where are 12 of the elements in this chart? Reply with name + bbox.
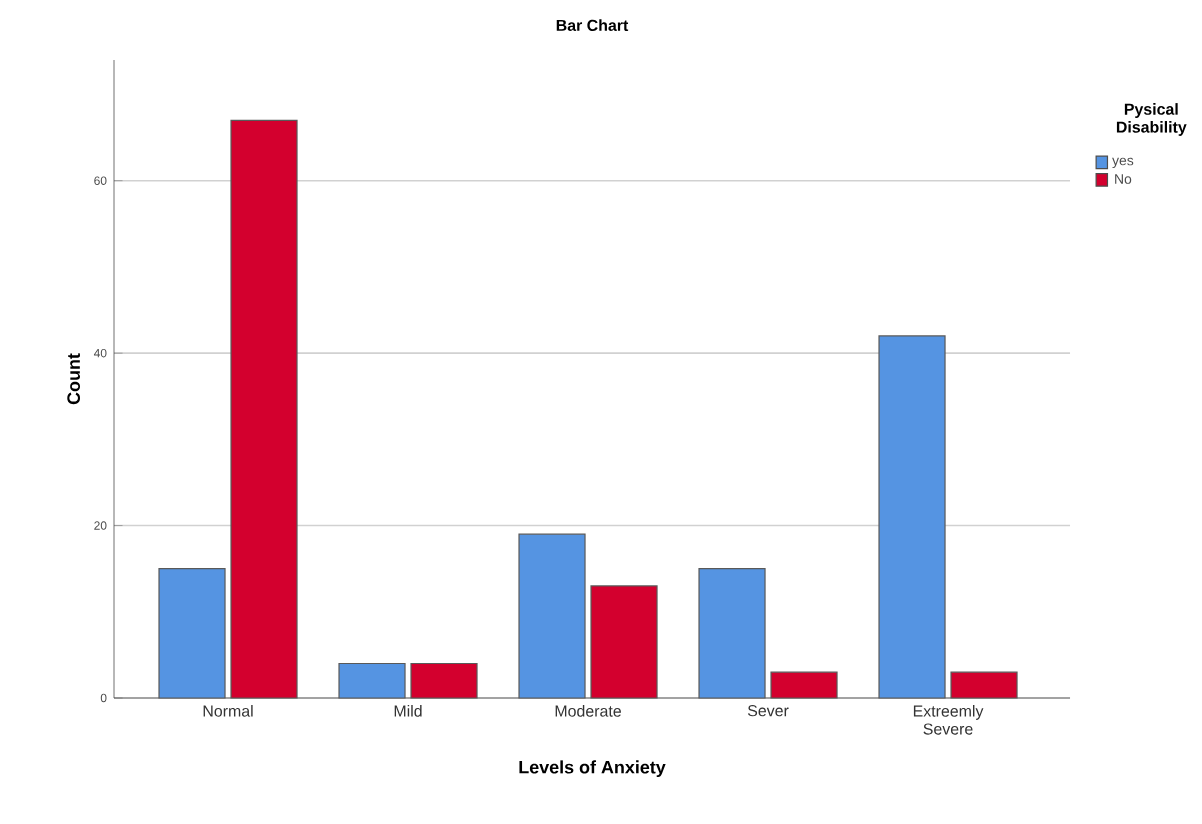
bar — [338, 662, 406, 699]
bar — [158, 568, 226, 699]
bar — [230, 119, 298, 699]
bar — [878, 335, 946, 699]
bar — [590, 585, 658, 699]
bar — [410, 662, 478, 699]
bar — [518, 533, 586, 699]
bar — [950, 671, 1018, 699]
x-axis-title: Levels of Anxiety — [519, 760, 666, 778]
y-axis-title: Count — [67, 353, 81, 405]
bar — [770, 671, 838, 699]
bar — [698, 568, 766, 699]
